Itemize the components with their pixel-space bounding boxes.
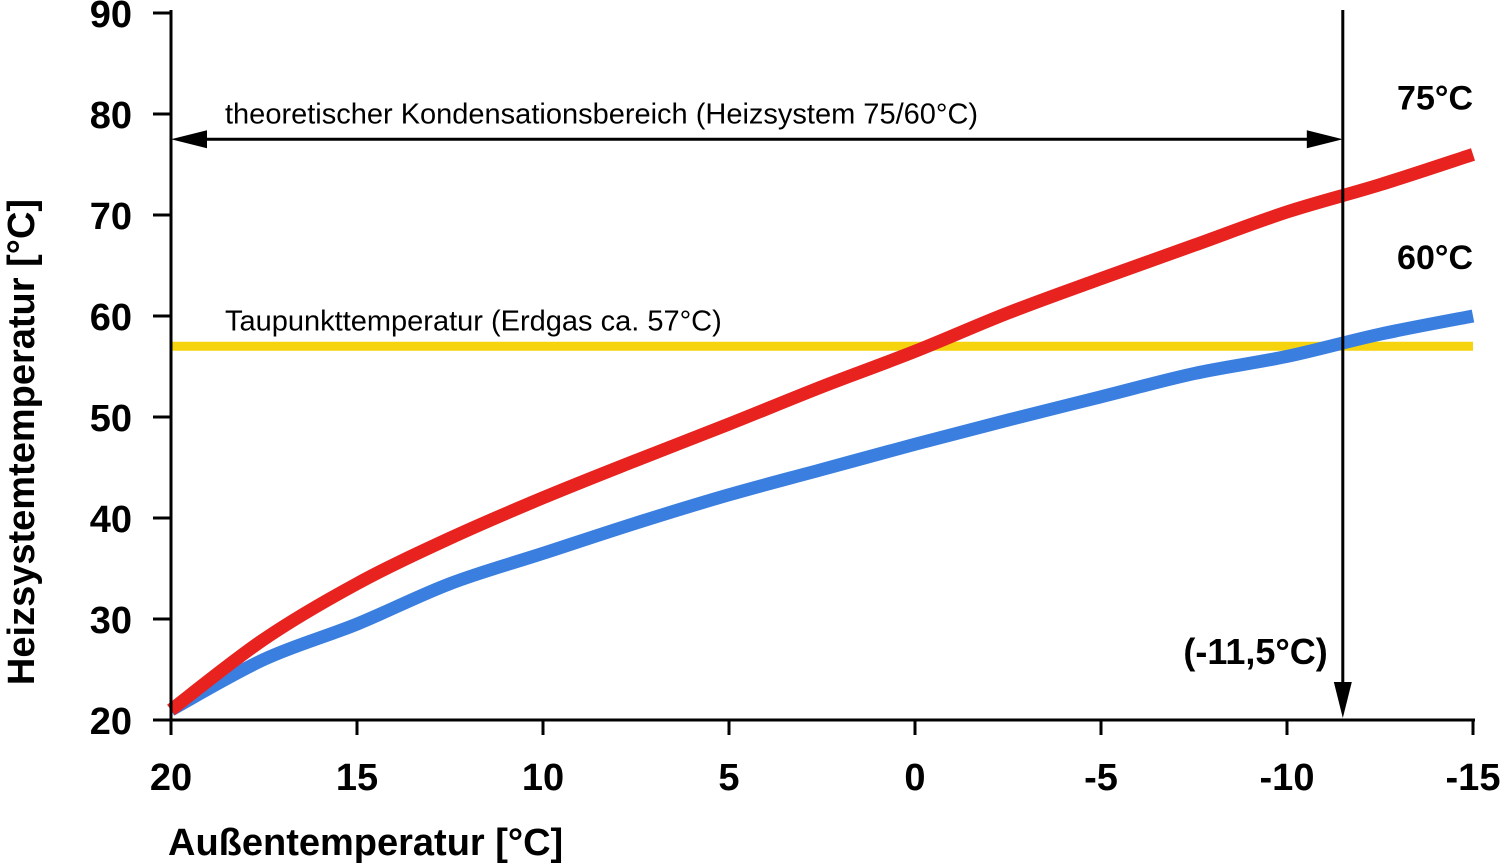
reference-line-label: Taupunkttemperatur (Erdgas ca. 57°C): [225, 305, 722, 337]
series-layer: [167, 148, 1476, 716]
y-tick-label: 20: [90, 701, 132, 743]
x-tick-label: 20: [150, 757, 192, 799]
series-line-60: [167, 309, 1475, 716]
y-tick-label: 60: [90, 297, 132, 339]
y-tick-label: 40: [90, 499, 132, 541]
series-label-75: 75°C: [1397, 79, 1473, 117]
range-arrow-head-right: [1306, 130, 1343, 149]
x-tick-label: -10: [1260, 757, 1315, 799]
y-tick-label: 50: [90, 398, 132, 440]
range-annotation-label: theoretischer Kondensationsbereich (Heiz…: [225, 98, 978, 130]
y-tick-label: 90: [90, 0, 132, 36]
range-arrow-head-left: [171, 130, 207, 149]
x-tick-label: 5: [718, 757, 739, 799]
annotation-layer: Taupunkttemperatur (Erdgas ca. 57°C) the…: [171, 10, 1473, 718]
y-tick-label: 70: [90, 196, 132, 238]
series-label-60: 60°C: [1397, 239, 1473, 277]
series-line-75: [167, 148, 1476, 716]
vertical-marker-label: (-11,5°C): [1183, 631, 1327, 672]
x-tick-label: -5: [1084, 757, 1118, 799]
x-axis-title: Außentemperatur [°C]: [168, 822, 563, 864]
vertical-marker-arrow-head: [1333, 682, 1352, 718]
y-tick-label: 80: [90, 95, 132, 137]
x-tick-label: 15: [336, 757, 378, 799]
x-tick-label: 0: [904, 757, 925, 799]
x-tick-label: -15: [1446, 757, 1500, 799]
y-axis-title: Heizsystemtemperatur [°C]: [1, 199, 43, 685]
y-tick-label: 30: [90, 600, 132, 642]
x-tick-label: 10: [522, 757, 564, 799]
